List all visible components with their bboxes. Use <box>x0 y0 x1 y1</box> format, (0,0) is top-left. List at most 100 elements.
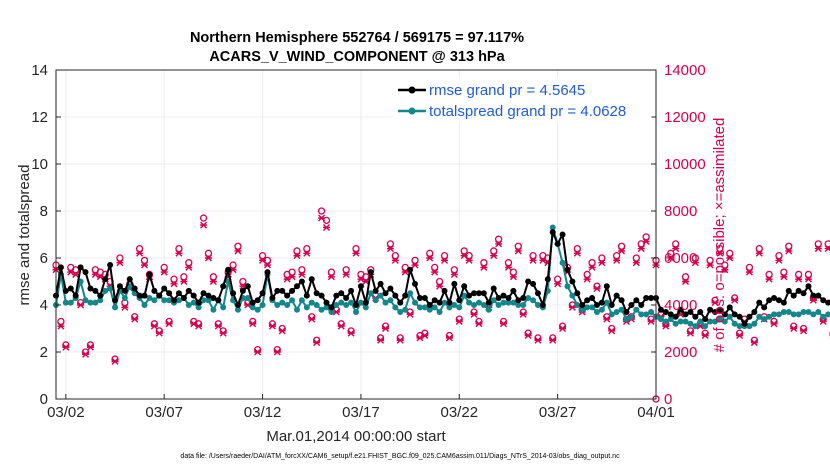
totalspread-point <box>569 292 576 299</box>
rmse-point <box>392 292 399 299</box>
rmse-point <box>402 292 409 299</box>
totalspread-point <box>377 292 384 299</box>
obs-assimilated-point <box>160 268 168 276</box>
rmse-point <box>702 316 709 323</box>
obs-possible-point <box>780 268 788 276</box>
totalspread-point <box>62 299 69 306</box>
rmse-point <box>121 287 128 294</box>
rmse-point <box>195 299 202 306</box>
obs-possible-point <box>632 254 640 262</box>
rmse-point <box>495 294 502 301</box>
obs-assimilated-point <box>455 317 463 325</box>
obs-assimilated-point <box>559 325 567 332</box>
rmse-point <box>697 309 704 316</box>
legend-marker-totalspread <box>408 107 416 115</box>
obs-possible-point <box>480 259 488 267</box>
totalspread-point <box>220 304 227 311</box>
rmse-point <box>623 309 630 316</box>
obs-assimilated-point <box>736 332 744 340</box>
obs-assimilated-point <box>618 247 626 255</box>
totalspread-point <box>323 304 330 311</box>
obs-possible-point <box>175 244 183 253</box>
obs-assimilated-point <box>726 254 734 262</box>
totalspread-point <box>205 297 212 304</box>
totalspread-point <box>244 294 251 301</box>
totalspread-point <box>662 318 669 325</box>
totalspread-point <box>682 318 689 325</box>
rmse-point <box>298 278 305 285</box>
rmse-point <box>87 285 94 292</box>
y-axis-label-right: # of obs: o=possible; ×=assimilated <box>711 118 728 353</box>
totalspread-point <box>141 302 148 308</box>
rmse-point <box>436 299 443 306</box>
totalspread-point <box>333 302 340 308</box>
y-left-tick-label: 4 <box>40 297 48 314</box>
obs-possible-point <box>814 240 822 248</box>
rmse-point <box>618 297 625 304</box>
totalspread-point <box>785 309 792 316</box>
obs-possible-point <box>583 270 591 279</box>
totalspread-point <box>721 318 728 325</box>
y-left-tick-label: 8 <box>40 203 48 220</box>
rmse-point <box>367 269 374 276</box>
obs-assimilated-point <box>209 278 217 285</box>
obs-assimilated-point <box>249 320 257 328</box>
rmse-point <box>741 320 748 327</box>
totalspread-point <box>451 302 458 308</box>
rmse-point <box>446 299 453 306</box>
obs-possible-point <box>726 249 734 257</box>
obs-assimilated-point <box>170 280 178 288</box>
obs-possible-point <box>642 233 650 241</box>
rmse-point <box>289 287 296 294</box>
y-axis-left: 0 2 4 6 8 10 12 14 <box>31 62 61 408</box>
rmse-point <box>264 269 271 276</box>
obs-assimilated-point <box>308 315 316 323</box>
totalspread-point <box>67 299 74 306</box>
rmse-point <box>456 297 463 304</box>
rmse-point <box>530 280 537 287</box>
totalspread-point <box>151 297 158 304</box>
totalspread-point <box>505 299 512 306</box>
rmse-point <box>230 290 237 297</box>
obs-possible-point <box>716 244 724 253</box>
totalspread-point <box>190 299 197 306</box>
rmse-point <box>377 280 384 287</box>
y-right-tick-label: 10000 <box>664 156 706 173</box>
obs-assimilated-point <box>327 273 335 281</box>
totalspread-point <box>426 306 433 313</box>
rmse-point <box>338 290 345 297</box>
rmse-point <box>780 299 787 306</box>
obs-assimilated-point <box>62 343 70 351</box>
totalspread-point <box>146 294 153 301</box>
totalspread-point <box>623 316 630 323</box>
totalspread-point <box>805 309 812 316</box>
obs-assimilated-point <box>426 254 434 262</box>
totalspread-point <box>195 304 202 311</box>
totalspread-point <box>175 297 182 304</box>
totalspread-point <box>667 316 674 323</box>
obs-assimilated-point <box>82 350 90 358</box>
totalspread-point <box>456 304 463 311</box>
obs-assimilated-point <box>809 296 817 304</box>
rmse-point <box>239 287 246 294</box>
y-axis-label-left: rmse and totalspread <box>16 165 33 306</box>
rmse-point <box>712 309 719 316</box>
obs-possible-point <box>691 254 699 262</box>
totalspread-point <box>530 297 537 304</box>
rmse-point <box>485 299 492 306</box>
obs-assimilated-point <box>504 263 512 271</box>
obs-assimilated-point <box>362 278 370 285</box>
rmse-point <box>451 280 458 287</box>
obs-assimilated-point <box>785 247 793 255</box>
legend-label-totalspread: totalspread grand pr = 4.0628 <box>429 103 626 120</box>
totalspread-point <box>613 309 620 316</box>
obs-possible-point <box>317 207 326 215</box>
totalspread-point <box>638 311 645 318</box>
obs-possible-point <box>57 317 65 326</box>
totalspread-point <box>672 320 679 327</box>
rmse-point <box>800 290 807 297</box>
rmse-point <box>166 290 173 297</box>
obs-possible-point <box>288 268 296 276</box>
totalspread-point <box>761 316 768 323</box>
rmse-point <box>397 299 404 306</box>
